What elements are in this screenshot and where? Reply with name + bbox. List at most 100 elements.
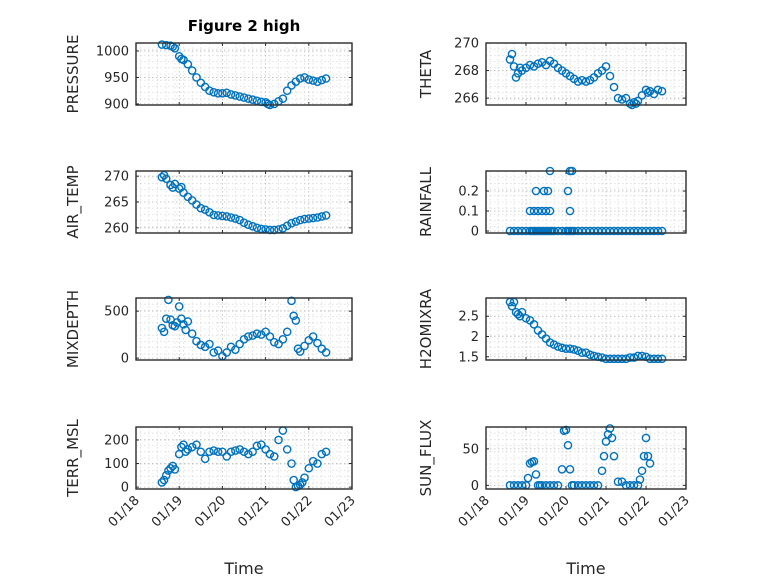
- data-point: [300, 214, 309, 224]
- data-point: [557, 226, 567, 236]
- data-point: [313, 459, 322, 468]
- subplot-terr-msl: 01/18 01/19 01/20 01/21 01/22 01/23 0 100 200 TER…: [64, 418, 359, 578]
- y-tick-label: 900: [104, 97, 129, 112]
- data-point: [166, 180, 175, 190]
- data-point: [187, 66, 197, 75]
- data-point: [298, 478, 307, 487]
- data-point: [569, 345, 579, 354]
- data-point: [213, 447, 223, 457]
- data-point: [244, 332, 253, 341]
- data-point: [529, 206, 539, 216]
- x-tick-label: 01/23: [322, 493, 359, 530]
- x-tick-label: 01/21: [576, 493, 613, 530]
- data-point: [641, 433, 651, 443]
- data-point: [533, 59, 543, 68]
- data-point: [561, 344, 571, 353]
- data-point: [170, 465, 180, 474]
- data-point: [317, 212, 327, 221]
- data-point: [585, 350, 595, 360]
- data-point: [248, 221, 257, 231]
- data-point: [239, 447, 249, 457]
- data-point: [313, 338, 322, 348]
- data-point: [200, 342, 210, 352]
- data-point: [187, 442, 197, 452]
- y-tick-label: 265: [104, 196, 129, 211]
- x-tick-label: 01/18: [456, 493, 493, 530]
- x-tick-label: 01/22: [279, 493, 316, 530]
- data-point: [256, 440, 266, 449]
- data-point: [282, 86, 292, 95]
- data-point: [295, 480, 305, 490]
- data-point: [505, 55, 515, 64]
- x-axis-label: Time: [565, 559, 605, 578]
- data-point: [278, 94, 288, 103]
- y-tick-label: 0: [121, 481, 129, 496]
- data-point: [161, 314, 171, 323]
- data-point: [252, 223, 262, 233]
- data-point: [629, 97, 639, 107]
- data-point: [629, 226, 639, 236]
- data-point: [282, 327, 292, 337]
- data-point: [213, 346, 223, 355]
- data-point: [235, 445, 244, 454]
- data-point: [613, 226, 623, 236]
- data-point: [274, 339, 283, 349]
- data-point: [609, 82, 619, 92]
- data-point: [179, 320, 188, 329]
- y-axis-label: PRESSURE: [64, 35, 82, 114]
- data-point: [613, 93, 623, 103]
- data-point: [621, 354, 631, 364]
- axes-frame: [135, 297, 353, 361]
- data-point: [179, 55, 188, 65]
- data-point: [289, 311, 298, 321]
- data-point: [300, 341, 309, 351]
- data-point: [248, 447, 257, 457]
- data-point: [304, 214, 314, 223]
- data-point: [637, 466, 647, 476]
- data-point: [200, 454, 210, 464]
- data-point: [613, 477, 623, 487]
- data-point: [287, 296, 296, 306]
- data-point: [218, 211, 227, 221]
- data-point: [192, 440, 201, 449]
- data-point: [507, 49, 517, 59]
- data-point: [213, 89, 223, 98]
- data-point: [537, 206, 547, 216]
- data-point: [633, 226, 643, 236]
- data-point: [265, 449, 275, 459]
- data-point: [196, 447, 206, 457]
- data-point: [248, 331, 257, 340]
- data-point: [196, 340, 206, 350]
- y-tick-label: 0.1: [458, 205, 479, 220]
- data-point: [231, 214, 240, 223]
- data-point: [252, 96, 262, 106]
- data-point: [563, 440, 573, 450]
- data-point: [244, 449, 253, 459]
- subplot-theta: 266 268 270 THETA: [417, 37, 687, 110]
- data-point: [549, 226, 559, 236]
- data-point: [565, 206, 575, 216]
- data-point: [317, 75, 327, 85]
- data-point: [625, 226, 635, 236]
- data-point: [525, 206, 535, 216]
- data-point: [161, 471, 171, 480]
- data-point: [166, 463, 175, 473]
- data-point: [235, 215, 244, 225]
- data-point: [161, 174, 171, 184]
- data-point: [308, 332, 318, 341]
- data-point: [581, 77, 591, 86]
- subplot-mixdepth: 0 500 MIXDEPTH: [64, 290, 353, 368]
- axes-frame: [485, 170, 687, 234]
- data-point: [239, 218, 249, 227]
- axes-frame: [485, 42, 687, 106]
- data-point: [265, 332, 275, 341]
- data-point: [282, 445, 292, 454]
- data-point: [539, 186, 549, 196]
- data-point: [226, 342, 236, 352]
- data-point: [261, 327, 270, 337]
- data-point: [605, 424, 615, 433]
- data-point: [529, 320, 539, 329]
- data-point: [159, 327, 169, 337]
- data-point: [291, 316, 301, 325]
